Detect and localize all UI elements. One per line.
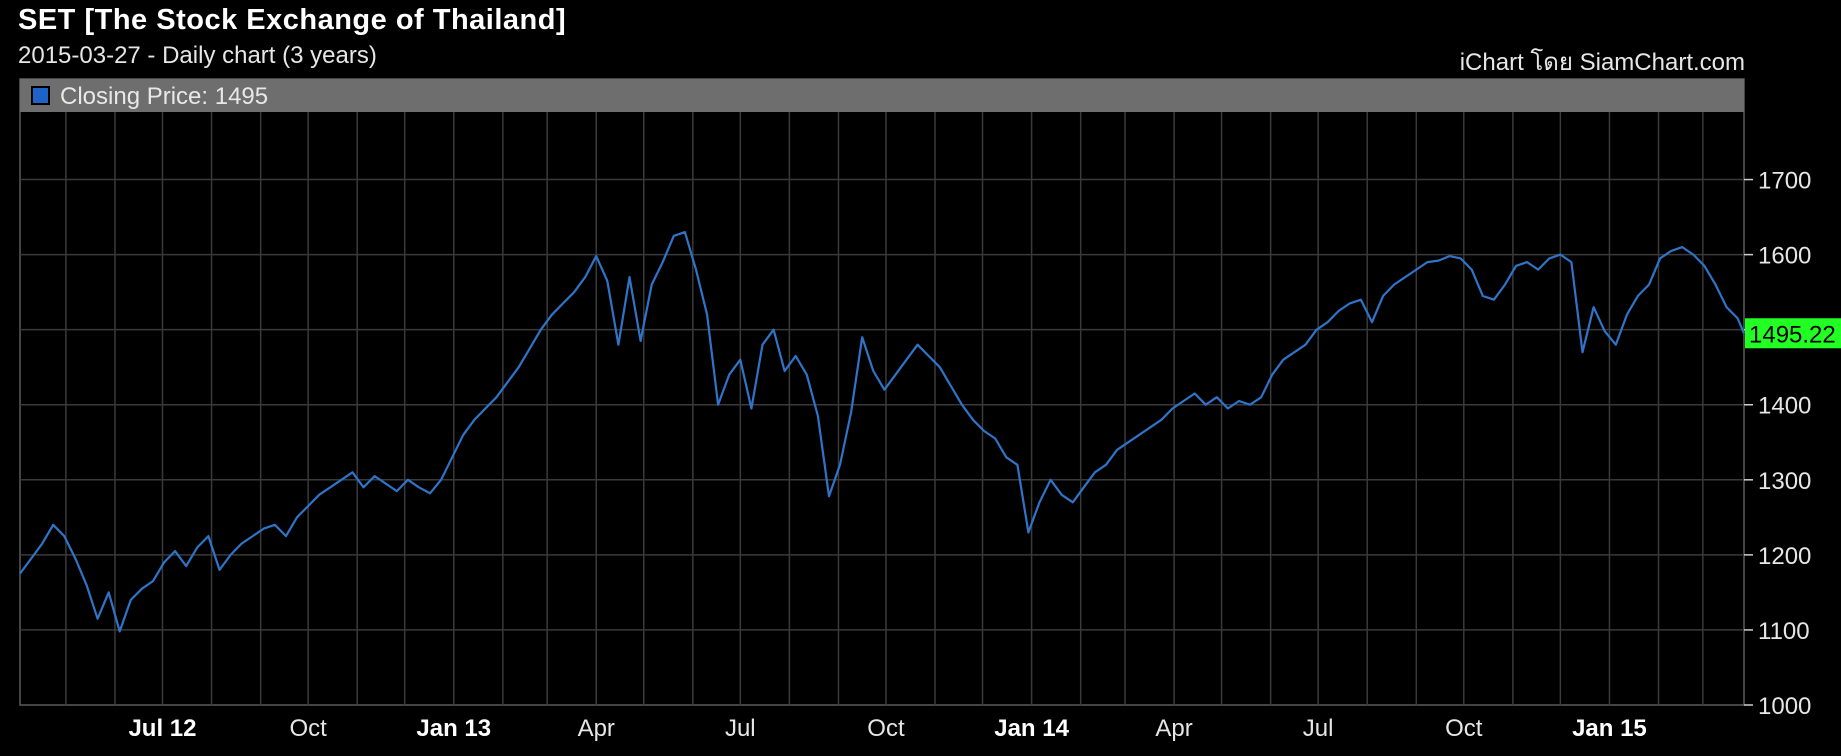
y-tick-label: 1100 (1758, 618, 1810, 645)
x-tick-label: Jul (1303, 715, 1334, 742)
x-tick-label: Oct (1445, 715, 1483, 742)
chart-title: SET [The Stock Exchange of Thailand] (18, 4, 567, 36)
x-tick-label: Oct (867, 715, 905, 742)
last-value-label: 1495.22 (1749, 321, 1836, 348)
y-tick-label: 1400 (1758, 393, 1811, 420)
x-tick-label: Apr (578, 715, 615, 742)
x-tick-label: Apr (1155, 715, 1192, 742)
y-tick-label: 1000 (1758, 693, 1811, 720)
x-tick-label: Oct (289, 715, 327, 742)
y-axis: 10001100120013001400150016001700 (1744, 168, 1811, 720)
x-axis: Jul 12 Oct Jan 13 Apr Jul Oct Jan 14 Apr Jul Oct J… (128, 715, 1646, 742)
plot-area-border (19, 78, 1745, 706)
x-tick-label: Jan 15 (1572, 715, 1647, 742)
last-value-badge (1745, 318, 1841, 349)
x-tick-label: Jan 13 (416, 715, 491, 742)
legend-label: Closing Price: 1495 (60, 83, 268, 110)
legend-swatch (31, 86, 50, 105)
y-tick-label: 1300 (1758, 468, 1811, 495)
chart-subtitle: 2015-03-27 - Daily chart (3 years) (18, 42, 377, 69)
grid-lines (20, 112, 1744, 705)
x-tick-label: Jan 14 (994, 715, 1069, 742)
y-tick-label: 1600 (1758, 243, 1811, 270)
last-value-marker: 1495.22 (1745, 318, 1841, 349)
x-tick-label: Jul 12 (128, 715, 196, 742)
y-tick-label: 1200 (1758, 543, 1811, 570)
x-tick-label: Jul (725, 715, 756, 742)
legend-bar (20, 79, 1744, 112)
chart-credit: iChart โดย SiamChart.com (1459, 49, 1745, 76)
y-tick-label: 1700 (1758, 168, 1811, 195)
closing-price-line (19, 231, 1746, 633)
